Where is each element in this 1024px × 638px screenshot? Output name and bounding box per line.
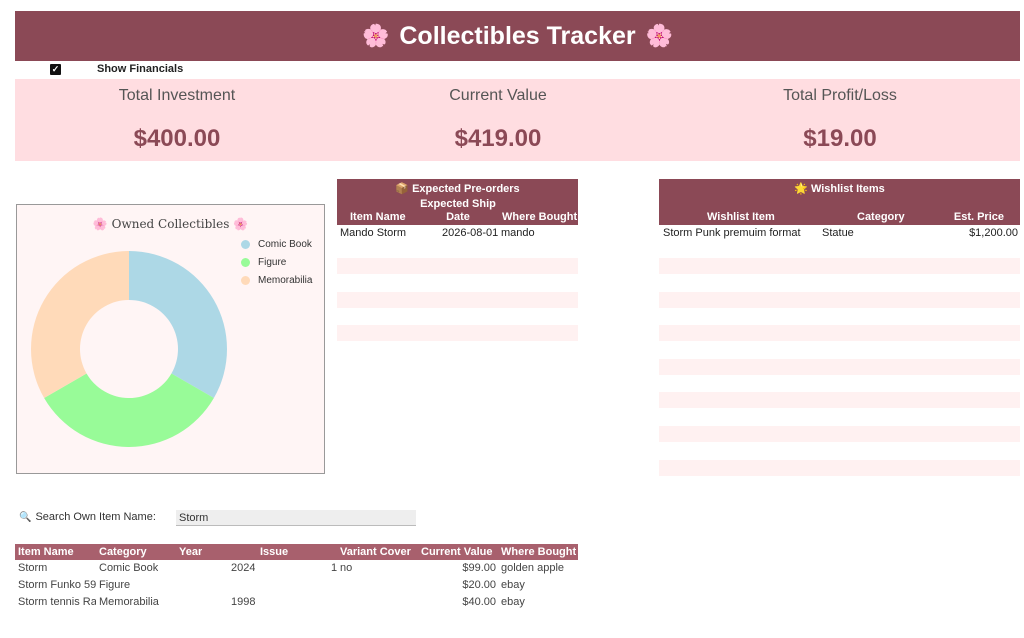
owned-item-name: Storm tennis Ra bbox=[18, 596, 96, 608]
legend-item[interactable]: Figure bbox=[241, 257, 286, 268]
preorder-item-name: Mando Storm bbox=[340, 227, 407, 239]
show-financials-toggle[interactable]: ✓ Show Financials bbox=[50, 63, 183, 75]
current-value-value: $419.00 bbox=[454, 125, 542, 152]
owned-item-where: ebay bbox=[501, 579, 525, 591]
table-row[interactable]: Storm Punk premuim format Statue $1,200.… bbox=[659, 226, 1020, 242]
table-row[interactable]: Mando Storm 2026-08-01 mando bbox=[337, 226, 578, 242]
wishlist-item-name: Storm Punk premuim format bbox=[663, 227, 801, 239]
empty-row bbox=[659, 460, 1020, 476]
legend-swatch bbox=[241, 276, 250, 285]
empty-row bbox=[337, 258, 578, 274]
col-category: Category bbox=[99, 546, 147, 558]
app-title-bar: 🌸 Collectibles Tracker 🌸 bbox=[15, 11, 1020, 61]
owned-item-value: $20.00 bbox=[462, 579, 496, 591]
flower-icon: 🌸 bbox=[233, 217, 249, 231]
table-row[interactable]: Storm tennis Ra Memorabilia 1998 $40.00 … bbox=[15, 596, 578, 612]
preorder-where-bought: mando bbox=[501, 227, 535, 239]
owned-item-year: 1998 bbox=[231, 596, 256, 608]
owned-item-category: Memorabilia bbox=[99, 596, 159, 608]
col-current-value: Current Value bbox=[421, 546, 493, 558]
search-label: Search Own Item Name: bbox=[35, 511, 156, 523]
col-expected-ship-date: Date bbox=[446, 211, 470, 223]
wishlist-item-category: Statue bbox=[822, 227, 854, 239]
empty-row bbox=[659, 359, 1020, 375]
donut-slice-memorabilia[interactable] bbox=[30, 251, 129, 398]
search-icon: 🔍 bbox=[19, 511, 32, 523]
search-row: 🔍 Search Own Item Name: bbox=[19, 511, 156, 523]
preorders-header: 📦 Expected Pre-orders Item Name Expected… bbox=[337, 179, 578, 225]
legend-item[interactable]: Memorabilia bbox=[241, 275, 312, 286]
owned-collectibles-chart: 🌸 Owned Collectibles 🌸 Comic Book Figure… bbox=[16, 204, 325, 474]
owned-item-category: Figure bbox=[99, 579, 131, 591]
chart-title: 🌸 Owned Collectibles 🌸 bbox=[17, 217, 324, 231]
legend-label: Figure bbox=[258, 257, 287, 268]
wishlist-title-text: Wishlist Items bbox=[810, 183, 885, 195]
owned-item-name: Storm Funko 59 bbox=[18, 579, 96, 591]
donut-chart-svg bbox=[30, 251, 227, 448]
show-financials-label: Show Financials bbox=[97, 63, 184, 75]
current-value-label: Current Value bbox=[449, 87, 547, 104]
wishlist-table: 🌟 Wishlist Items Wishlist Item Category … bbox=[659, 179, 1020, 479]
owned-item-value: $99.00 bbox=[462, 562, 496, 574]
financial-summary: Total Investment $400.00 Current Value $… bbox=[15, 79, 1020, 161]
wishlist-item-price: $1,200.00 bbox=[969, 227, 1018, 239]
col-category: Category bbox=[857, 211, 905, 223]
empty-row bbox=[659, 258, 1020, 274]
wishlist-title: 🌟 Wishlist Items bbox=[659, 182, 1020, 195]
empty-row bbox=[659, 292, 1020, 308]
flower-icon: 🌸 bbox=[361, 23, 390, 48]
legend-item[interactable]: Comic Book bbox=[241, 239, 312, 250]
col-where-bought: Where Bought bbox=[501, 546, 577, 558]
owned-items-table: Item Name Category Year Issue Variant Co… bbox=[15, 544, 578, 614]
total-investment-label: Total Investment bbox=[118, 87, 236, 104]
legend-swatch bbox=[241, 258, 250, 267]
total-investment-value: $400.00 bbox=[133, 125, 221, 152]
preorder-ship-date: 2026-08-01 bbox=[442, 227, 499, 239]
legend-label: Comic Book bbox=[258, 239, 312, 250]
donut-slice-figure[interactable] bbox=[44, 373, 214, 448]
col-expected-ship: Expected Ship bbox=[420, 198, 496, 210]
owned-item-category: Comic Book bbox=[99, 562, 159, 574]
chart-title-text: Owned Collectibles bbox=[111, 217, 230, 231]
table-row[interactable]: Storm Funko 59 Figure $20.00 ebay bbox=[15, 579, 578, 595]
empty-row bbox=[659, 325, 1020, 341]
empty-row bbox=[337, 325, 578, 341]
col-issue: Issue bbox=[260, 546, 289, 558]
owned-item-name: Storm bbox=[18, 562, 48, 574]
preorders-title-text: Expected Pre-orders bbox=[412, 183, 520, 195]
col-est-price: Est. Price bbox=[953, 211, 1004, 223]
star-icon: 🌟 bbox=[794, 183, 808, 195]
col-where-bought: Where Bought bbox=[502, 211, 578, 223]
flower-icon: 🌸 bbox=[645, 23, 674, 48]
page-title: Collectibles Tracker bbox=[399, 21, 636, 50]
legend-swatch bbox=[241, 240, 250, 249]
col-variant-cover: Variant Cover bbox=[340, 546, 411, 558]
table-row[interactable]: Storm Comic Book 2024 1 no $99.00 golden… bbox=[15, 562, 578, 578]
empty-row bbox=[659, 426, 1020, 442]
col-year: Year bbox=[179, 546, 203, 558]
col-item-name: Item Name bbox=[18, 546, 74, 558]
profit-loss-label: Total Profit/Loss bbox=[783, 87, 897, 104]
owned-item-year: 2024 bbox=[231, 562, 256, 574]
owned-item-where: ebay bbox=[501, 596, 525, 608]
col-item-name: Item Name bbox=[350, 211, 406, 223]
col-wishlist-item: Wishlist Item bbox=[707, 211, 775, 223]
legend-label: Memorabilia bbox=[258, 275, 313, 286]
owned-item-value: $40.00 bbox=[462, 596, 496, 608]
owned-item-variant: no bbox=[340, 562, 353, 574]
wishlist-header: 🌟 Wishlist Items Wishlist Item Category … bbox=[659, 179, 1020, 225]
package-icon: 📦 bbox=[395, 183, 410, 195]
owned-item-where: golden apple bbox=[501, 562, 565, 574]
preorders-title: 📦 Expected Pre-orders bbox=[337, 182, 578, 195]
empty-row bbox=[659, 392, 1020, 408]
profit-loss-value: $19.00 bbox=[803, 125, 877, 152]
empty-row bbox=[337, 292, 578, 308]
owned-item-issue: 1 bbox=[331, 562, 338, 574]
owned-header: Item Name Category Year Issue Variant Co… bbox=[15, 544, 578, 560]
flower-icon: 🌸 bbox=[92, 217, 108, 231]
donut-slice-comic-book[interactable] bbox=[129, 251, 227, 398]
checkbox-checked-icon[interactable]: ✓ bbox=[50, 63, 61, 75]
preorders-table: 📦 Expected Pre-orders Item Name Expected… bbox=[337, 179, 578, 344]
search-input[interactable] bbox=[176, 510, 416, 526]
